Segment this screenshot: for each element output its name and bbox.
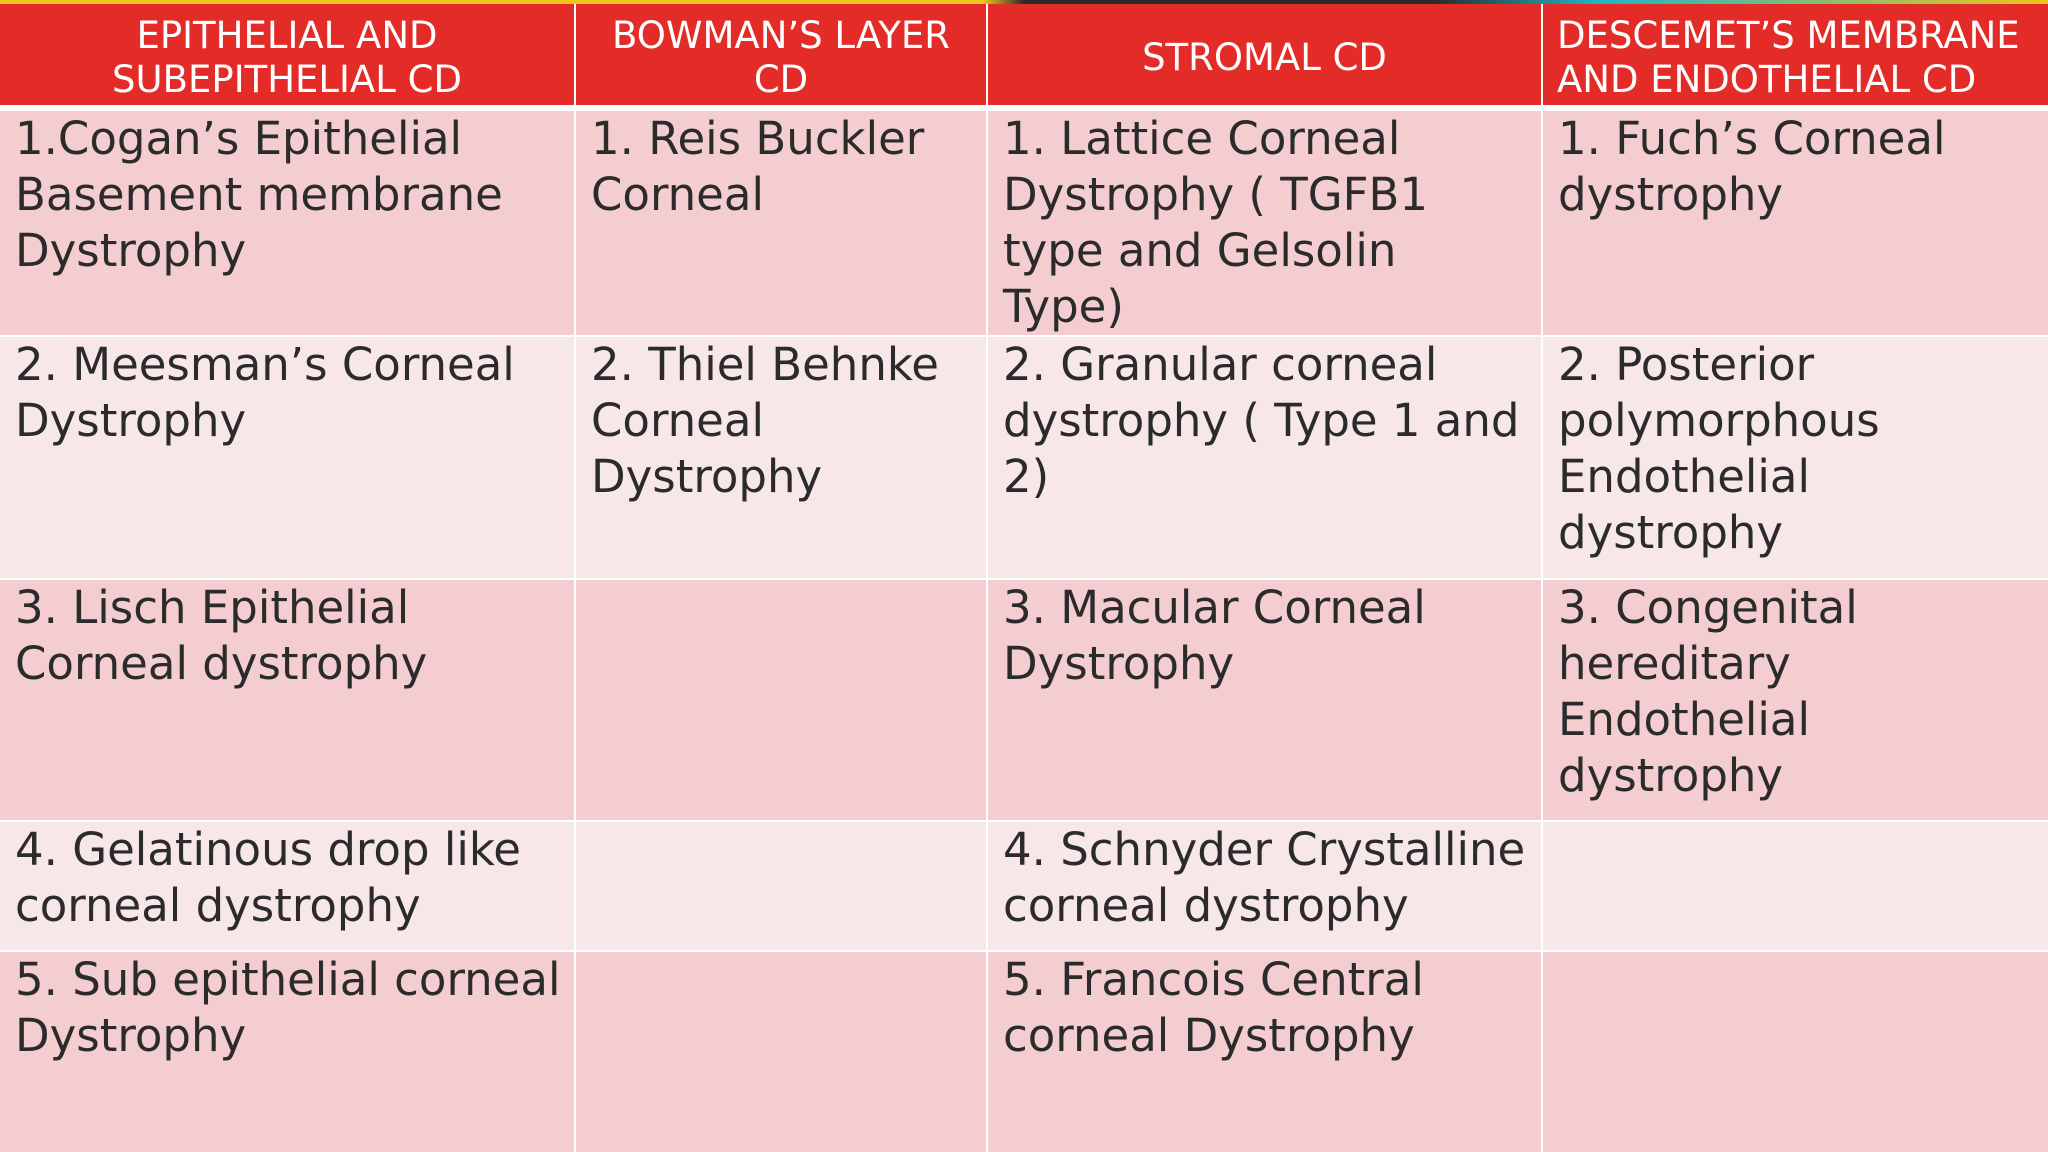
header-epithelial: EPITHELIAL AND SUBEPITHELIAL CD bbox=[0, 4, 576, 111]
table-cell: 1.Cogan’s Epithelial Basement membrane D… bbox=[0, 108, 576, 337]
table-cell bbox=[1542, 821, 2048, 952]
table-cell: 3. Macular Corneal Dystrophy bbox=[987, 579, 1543, 822]
table-cell: 1. Reis Buckler Corneal bbox=[575, 108, 988, 337]
table-cell: 2. Granular corneal dystrophy ( Type 1 a… bbox=[987, 336, 1543, 580]
table-cell: 4. Schnyder Crystalline corneal dystroph… bbox=[987, 821, 1543, 952]
table-cell bbox=[575, 951, 988, 1152]
table-cell bbox=[575, 821, 988, 952]
table-cell: 5. Francois Central corneal Dystrophy bbox=[987, 951, 1543, 1152]
table-cell: 2. Thiel Behnke Corneal Dystrophy bbox=[575, 336, 988, 580]
table-row: 1.Cogan’s Epithelial Basement membrane D… bbox=[0, 108, 2048, 337]
table-cell: 3. Congenital hereditary Endothelial dys… bbox=[1542, 579, 2048, 822]
table-cell bbox=[575, 579, 988, 822]
table-cell: 2. Meesman’s Corneal Dystrophy bbox=[0, 336, 576, 580]
table-row: 3. Lisch Epithelial Corneal dystrophy 3.… bbox=[0, 579, 2048, 822]
table-row: 5. Sub epithelial corneal Dystrophy 5. F… bbox=[0, 951, 2048, 1152]
table-cell: 3. Lisch Epithelial Corneal dystrophy bbox=[0, 579, 576, 822]
header-bowmans-layer: BOWMAN’S LAYER CD bbox=[575, 4, 988, 111]
table-cell: 5. Sub epithelial corneal Dystrophy bbox=[0, 951, 576, 1152]
table-cell: 1. Lattice Corneal Dystrophy ( TGFB1 typ… bbox=[987, 108, 1543, 337]
table-cell: 2. Posterior polymorphous Endothelial dy… bbox=[1542, 336, 2048, 580]
top-accent-strip bbox=[0, 0, 2048, 4]
table-row: 4. Gelatinous drop like corneal dystroph… bbox=[0, 821, 2048, 952]
table-cell: 4. Gelatinous drop like corneal dystroph… bbox=[0, 821, 576, 952]
table-cell: 1. Fuch’s Corneal dystrophy bbox=[1542, 108, 2048, 337]
table-row: 2. Meesman’s Corneal Dystrophy 2. Thiel … bbox=[0, 336, 2048, 580]
header-descemets-endothelial: DESCEMET’S MEMBRANE AND ENDOTHELIAL CD bbox=[1542, 4, 2048, 111]
table-cell bbox=[1542, 951, 2048, 1152]
table-header-row: EPITHELIAL AND SUBEPITHELIAL CD BOWMAN’S… bbox=[0, 4, 2048, 111]
corneal-dystrophy-table: EPITHELIAL AND SUBEPITHELIAL CD BOWMAN’S… bbox=[0, 4, 2048, 1152]
header-stromal: STROMAL CD bbox=[987, 4, 1543, 111]
